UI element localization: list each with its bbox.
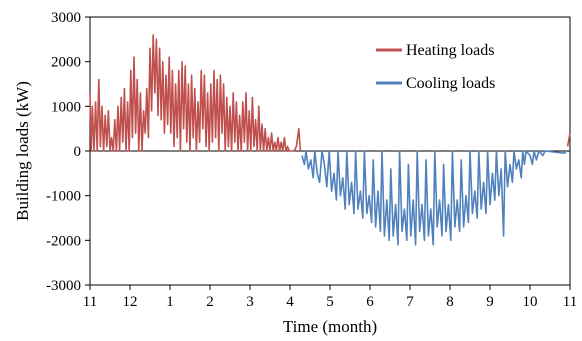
- x-axis: 11 12 1 2 3 4 5 6 7 8 9 10 11: [83, 285, 577, 310]
- y-tick-label: 1000: [51, 99, 81, 115]
- x-tick-label: 4: [286, 294, 294, 310]
- x-tick-label: 9: [486, 294, 494, 310]
- x-tick-label: 5: [326, 294, 334, 310]
- x-tick-label: 3: [246, 294, 254, 310]
- x-tick-label: 2: [206, 294, 214, 310]
- y-axis-label: Building loads (kW): [13, 81, 32, 221]
- y-tick-label: -1000: [46, 189, 81, 205]
- series-line-cooling: [301, 150, 567, 246]
- y-tick-label: -2000: [46, 233, 81, 249]
- legend: Heating loads Cooling loads: [376, 42, 495, 92]
- x-tick-label: 11: [83, 294, 97, 310]
- x-axis-label: Time (month): [283, 317, 377, 336]
- x-tick-label: 11: [563, 294, 577, 310]
- x-tick-label: 10: [523, 294, 538, 310]
- plot-area: [89, 16, 571, 286]
- legend-label-heating: Heating loads: [406, 42, 494, 59]
- y-tick-label: 2000: [51, 55, 81, 71]
- series-line-heating: [89, 34, 571, 152]
- y-tick-label: 3000: [51, 10, 81, 26]
- y-tick-label: 0: [74, 144, 82, 160]
- x-tick-label: 6: [366, 294, 374, 310]
- y-axis: 3000 2000 1000 0 -1000 -2000 -3000: [46, 10, 90, 294]
- x-tick-label: 7: [406, 294, 414, 310]
- legend-label-cooling: Cooling loads: [406, 75, 495, 92]
- series-layer: [89, 34, 571, 246]
- x-tick-label: 12: [123, 294, 138, 310]
- x-tick-label: 1: [166, 294, 174, 310]
- y-tick-label: -3000: [46, 278, 81, 294]
- x-tick-label: 8: [446, 294, 454, 310]
